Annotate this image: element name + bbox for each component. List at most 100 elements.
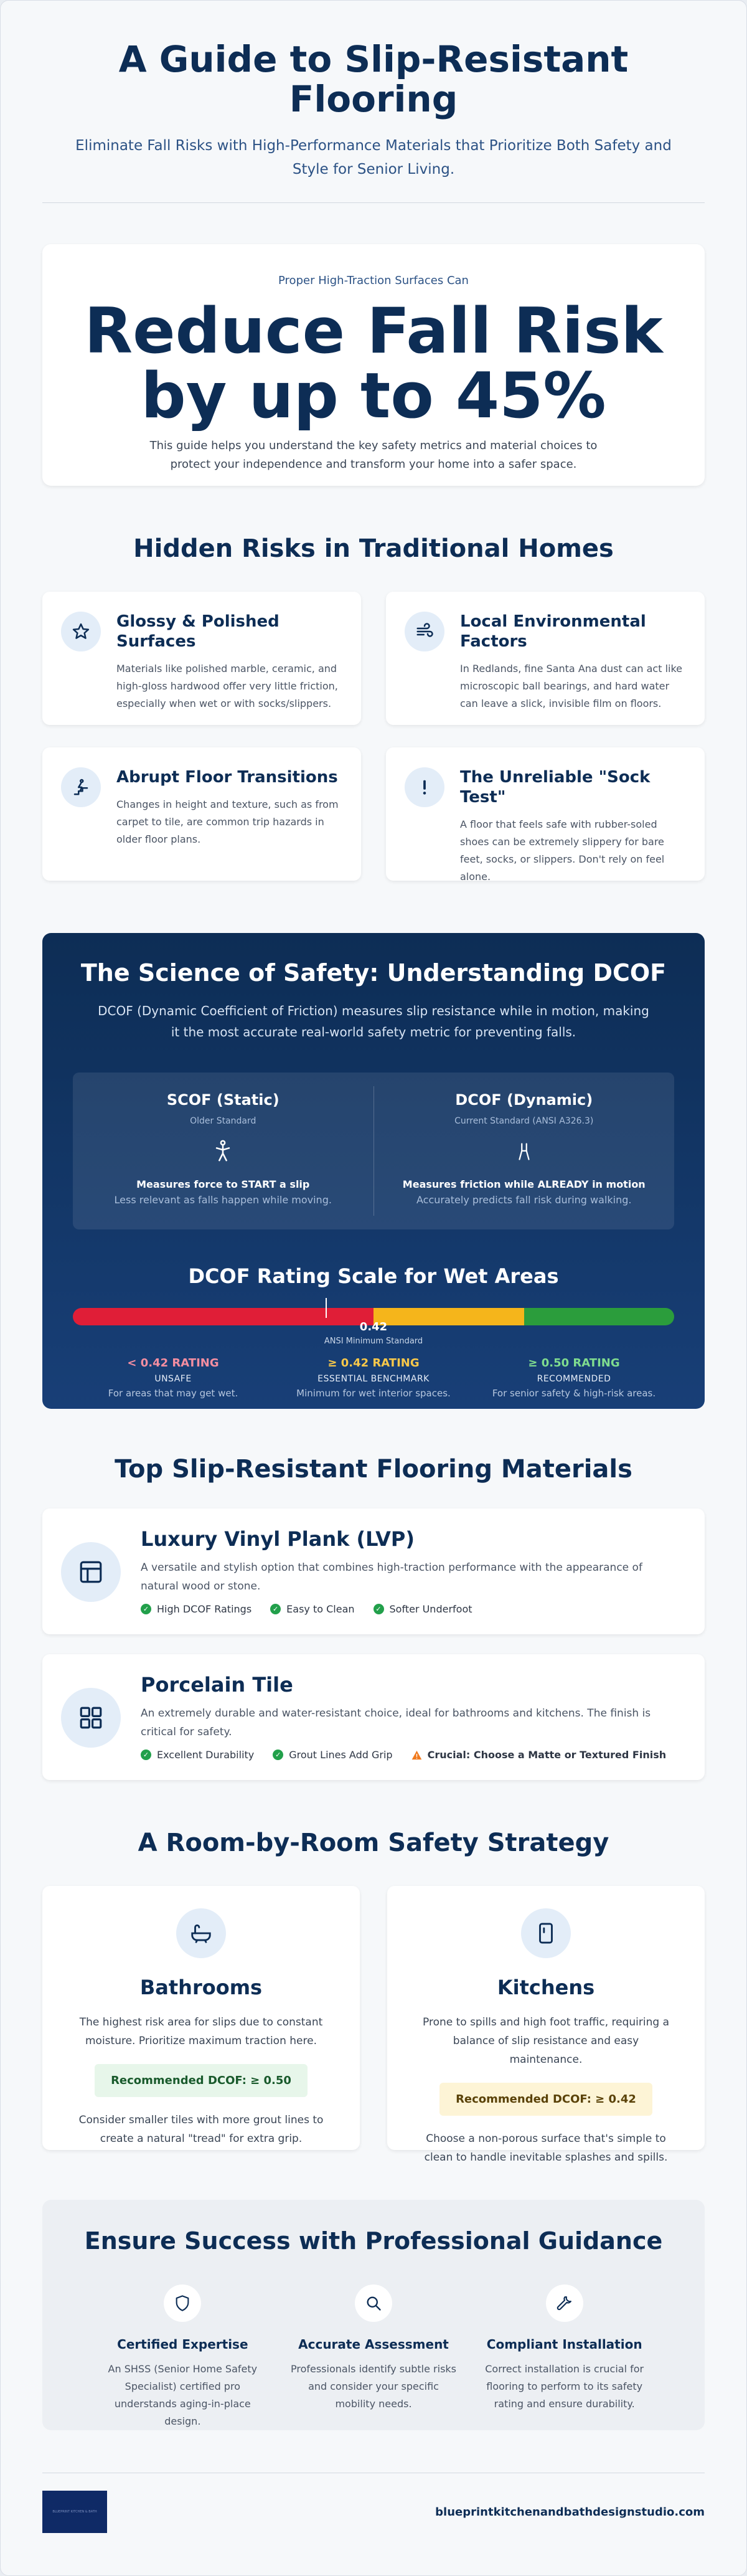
dcof-badge: Recommended DCOF: ≥ 0.42 bbox=[439, 2083, 652, 2116]
tag: ✓ Softer Underfoot bbox=[373, 1603, 472, 1615]
scale-segment-recommended bbox=[524, 1308, 674, 1325]
science-subtitle: DCOF (Dynamic Coefficient of Friction) m… bbox=[98, 1003, 649, 1039]
room-title: Kitchens bbox=[497, 1976, 595, 1999]
company-logo[interactable]: BLUEPRINT KITCHEN & BATH bbox=[42, 2491, 107, 2533]
grid-icon bbox=[61, 1688, 121, 1748]
risk-text: A floor that feels safe with rubber-sole… bbox=[460, 818, 665, 883]
pro-item-title: Accurate Assessment bbox=[298, 2337, 449, 2352]
refrigerator-icon bbox=[521, 1908, 571, 1958]
stat-kicker: Proper High-Traction Surfaces Can bbox=[278, 274, 469, 287]
website-link[interactable]: blueprintkitchenandbathdesignstudio.com bbox=[435, 2505, 705, 2519]
risk-title: Local Environmental Factors bbox=[460, 612, 646, 651]
check-icon: ✓ bbox=[270, 1604, 281, 1614]
pro-columns: Certified Expertise An SHSS (Senior Home… bbox=[87, 2285, 660, 2430]
page-subtitle: Eliminate Fall Risks with High-Performan… bbox=[75, 138, 672, 178]
professional-guidance-panel: Ensure Success with Professional Guidanc… bbox=[42, 2200, 705, 2430]
rating-level: ESSENTIAL BENCHMARK bbox=[317, 1374, 430, 1384]
pro-item: Compliant Installation Correct installat… bbox=[469, 2285, 660, 2430]
scale-segment-essential bbox=[374, 1308, 524, 1325]
room-tip: Consider smaller tiles with more grout l… bbox=[78, 2114, 324, 2145]
tag-label: Grout Lines Add Grip bbox=[289, 1749, 393, 1761]
divider bbox=[42, 202, 705, 203]
logo-text: BLUEPRINT KITCHEN & BATH bbox=[52, 2510, 97, 2514]
dcof-note: Accurately predicts fall risk during wal… bbox=[416, 1194, 632, 1206]
scale-title: DCOF Rating Scale for Wet Areas bbox=[188, 1264, 559, 1288]
material-title: Luxury Vinyl Plank (LVP) bbox=[141, 1527, 415, 1551]
scof-title: SCOF (Static) bbox=[166, 1091, 280, 1109]
check-icon: ✓ bbox=[141, 1750, 151, 1760]
pro-item-text: Professionals identify subtle risks and … bbox=[290, 2363, 457, 2410]
scof-measure: Measures force to START a slip bbox=[136, 1178, 310, 1190]
pro-item-text: An SHSS (Senior Home Safety Specialist) … bbox=[108, 2363, 258, 2427]
layout-icon bbox=[61, 1542, 121, 1602]
dcof-column: DCOF (Dynamic) Current Standard (ANSI A3… bbox=[373, 1086, 675, 1216]
shield-icon bbox=[164, 2285, 202, 2322]
rooms-grid: Bathrooms The highest risk area for slip… bbox=[42, 1886, 705, 2164]
material-card-porcelain: Porcelain Tile An extremely durable and … bbox=[42, 1654, 705, 1780]
tag: ✓ Grout Lines Add Grip bbox=[273, 1749, 393, 1761]
rating-label: < 0.42 RATING bbox=[127, 1357, 219, 1370]
rating-note: Minimum for wet interior spaces. bbox=[296, 1388, 451, 1399]
check-icon: ✓ bbox=[141, 1604, 151, 1614]
rating-recommended: ≥ 0.50 RATING RECOMMENDED For senior saf… bbox=[474, 1357, 674, 1399]
rating-note: For senior safety & high-risk areas. bbox=[492, 1388, 656, 1399]
rating-level: RECOMMENDED bbox=[537, 1374, 611, 1384]
scale-marker bbox=[325, 1298, 327, 1318]
scale-marker-value: 0.42 bbox=[359, 1320, 388, 1333]
check-icon: ✓ bbox=[273, 1750, 284, 1760]
person-walking-icon bbox=[374, 1131, 675, 1172]
dcof-badge: Recommended DCOF: ≥ 0.50 bbox=[95, 2064, 308, 2097]
pro-item-title: Compliant Installation bbox=[486, 2337, 642, 2352]
room-card-kitchens: Kitchens Prone to spills and high foot t… bbox=[387, 1886, 705, 2164]
person-standing-icon bbox=[73, 1131, 374, 1172]
tag: ✓ Easy to Clean bbox=[270, 1603, 355, 1615]
materials-title: Top Slip-Resistant Flooring Materials bbox=[115, 1455, 632, 1484]
science-panel: The Science of Safety: Understanding DCO… bbox=[42, 933, 705, 1409]
dcof-title: DCOF (Dynamic) bbox=[455, 1091, 593, 1109]
dcof-scale-bar bbox=[73, 1308, 674, 1325]
tag: ✓ Excellent Durability bbox=[141, 1749, 254, 1761]
stairs-icon bbox=[61, 767, 101, 807]
material-text: A versatile and stylish option that comb… bbox=[141, 1561, 642, 1593]
room-title: Bathrooms bbox=[139, 1976, 263, 1999]
check-icon: ✓ bbox=[373, 1604, 384, 1614]
search-icon bbox=[355, 2285, 392, 2322]
room-text: Prone to spills and high foot traffic, r… bbox=[423, 2016, 669, 2066]
tag: ✓ High DCOF Ratings bbox=[141, 1603, 251, 1615]
tag-label: Softer Underfoot bbox=[389, 1603, 472, 1615]
stat-headline: Reduce Fall Risk by up to 45% bbox=[84, 294, 663, 432]
rating-note: For areas that may get wet. bbox=[108, 1388, 238, 1399]
rating-label: ≥ 0.50 RATING bbox=[528, 1357, 620, 1370]
scof-note: Less relevant as falls happen while movi… bbox=[114, 1194, 332, 1206]
pro-item: Accurate Assessment Professionals identi… bbox=[278, 2285, 469, 2430]
rooms-title: A Room-by-Room Safety Strategy bbox=[138, 1829, 609, 1857]
rating-label: ≥ 0.42 RATING bbox=[327, 1357, 420, 1370]
exclamation-icon bbox=[405, 767, 444, 807]
tag-label: Excellent Durability bbox=[157, 1749, 255, 1761]
rating-legend: < 0.42 RATING UNSAFE For areas that may … bbox=[73, 1357, 674, 1399]
rating-level: UNSAFE bbox=[154, 1374, 192, 1384]
wind-icon bbox=[405, 612, 444, 651]
warning-label: Crucial: Choose a Matte or Textured Fini… bbox=[427, 1749, 667, 1761]
warning-icon bbox=[411, 1750, 421, 1759]
material-title: Porcelain Tile bbox=[141, 1673, 293, 1697]
risk-card: Abrupt Floor Transitions Changes in heig… bbox=[42, 747, 361, 881]
scof-standard: Older Standard bbox=[190, 1116, 256, 1126]
stat-card: Proper High-Traction Surfaces Can Reduce… bbox=[42, 244, 705, 486]
risk-text: Changes in height and texture, such as f… bbox=[116, 798, 339, 845]
risk-grid: Glossy & Polished Surfaces Materials lik… bbox=[42, 592, 705, 883]
page-header: A Guide to Slip-Resistant Flooring Elimi… bbox=[42, 1, 705, 181]
material-card-lvp: Luxury Vinyl Plank (LVP) A versatile and… bbox=[42, 1508, 705, 1634]
stat-description: This guide helps you understand the key … bbox=[149, 439, 598, 471]
rating-unsafe: < 0.42 RATING UNSAFE For areas that may … bbox=[73, 1357, 273, 1399]
tag-label: Easy to Clean bbox=[286, 1603, 355, 1615]
material-tags: ✓ Excellent Durability ✓ Grout Lines Add G… bbox=[141, 1749, 685, 1761]
risk-title: The Unreliable "Sock Test" bbox=[460, 768, 651, 807]
risk-text: In Redlands, fine Santa Ana dust can act… bbox=[460, 663, 682, 709]
content-wrapper: A Guide to Slip-Resistant Flooring Elimi… bbox=[42, 1, 705, 2533]
bathtub-icon bbox=[176, 1908, 226, 1958]
pro-item-title: Certified Expertise bbox=[117, 2337, 248, 2352]
star-icon bbox=[61, 612, 101, 651]
science-title: The Science of Safety: Understanding DCO… bbox=[80, 959, 667, 987]
